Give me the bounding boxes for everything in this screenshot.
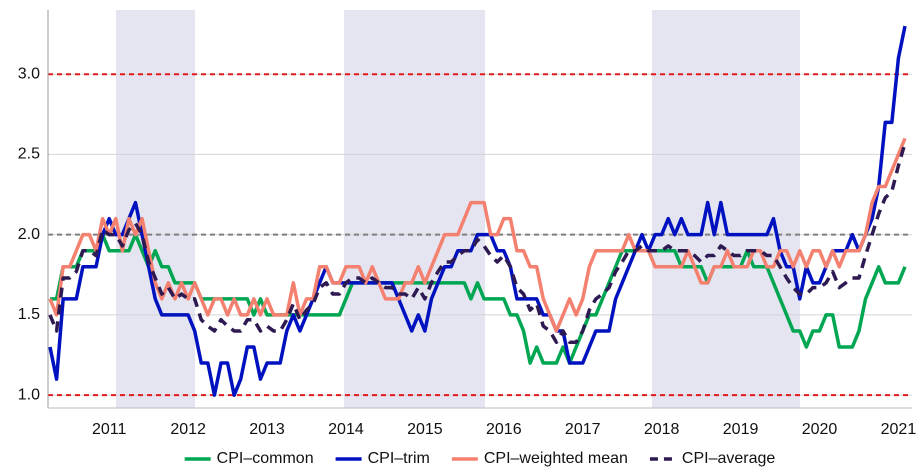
series-line <box>48 137 907 333</box>
x-tick-label: 2015 <box>407 421 443 438</box>
legend-label: CPI–trim <box>368 450 430 467</box>
shaded-periods <box>116 10 800 408</box>
shaded-period <box>344 10 485 408</box>
x-tick-label: 2014 <box>328 421 364 438</box>
series-line <box>50 232 907 365</box>
x-tick-label: 2013 <box>249 421 285 438</box>
y-tick-label: 1.5 <box>18 306 40 323</box>
legend-label: CPI–average <box>682 450 775 467</box>
x-tick-label: 2016 <box>486 421 522 438</box>
series-line <box>48 25 907 397</box>
x-tick-label: 2020 <box>802 421 838 438</box>
x-tick-label: 2011 <box>92 421 127 438</box>
shaded-period <box>652 10 800 408</box>
y-tick-label: 3.0 <box>18 65 40 82</box>
x-tick-label: 2019 <box>723 421 759 438</box>
legend: CPI–common CPI–trim CPI–weighted mean CPI–a… <box>184 450 775 467</box>
shaded-period <box>116 10 195 408</box>
legend-label: CPI–common <box>217 450 314 467</box>
x-tick-label: 2017 <box>565 421 601 438</box>
y-tick-label: 2.5 <box>18 146 40 163</box>
y-tick-label: 2.0 <box>18 226 40 243</box>
legend-label: CPI–weighted mean <box>484 450 628 467</box>
x-tick-label: 2021 <box>881 421 917 438</box>
y-tick-label: 1.0 <box>18 386 40 403</box>
series-line <box>48 142 907 344</box>
x-tick-label: 2018 <box>644 421 680 438</box>
x-tick-label: 2012 <box>170 421 206 438</box>
